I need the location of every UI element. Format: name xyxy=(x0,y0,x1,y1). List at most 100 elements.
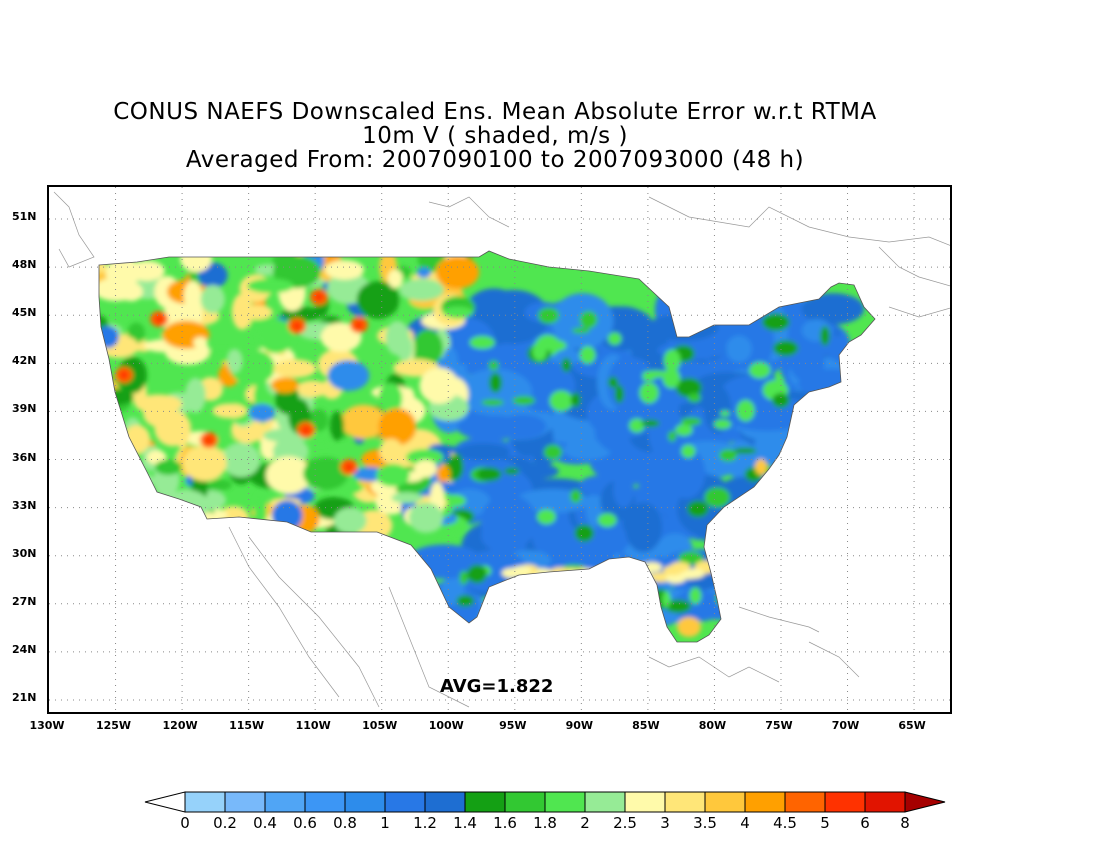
field-blob xyxy=(574,524,594,542)
field-blob xyxy=(675,424,693,437)
field-blob xyxy=(543,533,615,594)
colorbar-tick-label: 0.8 xyxy=(333,814,357,832)
field-blob xyxy=(684,568,705,579)
field-blob xyxy=(387,269,403,289)
field-blob xyxy=(631,570,652,581)
field-blob xyxy=(127,504,160,520)
field-blob xyxy=(678,551,704,565)
colorbar-tick-label: 3 xyxy=(660,814,670,832)
lon-tick-label: 105W xyxy=(362,719,398,732)
field-blob xyxy=(715,560,734,576)
field-blob xyxy=(571,327,590,334)
field-blob xyxy=(663,349,681,372)
field-blob xyxy=(787,462,840,484)
field-blob xyxy=(436,465,451,483)
field-blob xyxy=(456,443,510,461)
field-blob xyxy=(805,567,847,595)
field-blob xyxy=(529,572,550,583)
title-line-2: 10m V ( shaded, m/s ) xyxy=(362,123,628,149)
field-blob xyxy=(126,506,161,537)
lon-tick-label: 85W xyxy=(632,719,660,732)
lon-tick-label: 130W xyxy=(29,719,65,732)
field-blob xyxy=(108,502,129,518)
field-blob xyxy=(551,574,621,610)
field-blob xyxy=(614,385,624,404)
lat-tick-label: 42N xyxy=(12,354,37,368)
field-blob xyxy=(120,371,128,379)
field-blob xyxy=(457,415,526,441)
field-blob xyxy=(793,332,844,356)
colorbar xyxy=(144,791,946,813)
field-blob xyxy=(253,493,267,528)
field-blob xyxy=(800,540,810,558)
field-blob xyxy=(801,293,865,325)
field-blob xyxy=(511,565,532,576)
field-blob xyxy=(406,449,444,466)
field-blob xyxy=(542,339,567,352)
lon-tick-label: 110W xyxy=(295,719,331,732)
colorbar-cell xyxy=(864,791,906,813)
field-blob xyxy=(819,532,857,556)
colorbar-cell xyxy=(704,791,746,813)
field-blob xyxy=(273,359,317,378)
field-blob xyxy=(459,570,469,585)
field-blob xyxy=(666,294,716,322)
field-blob xyxy=(379,438,403,464)
field-blob xyxy=(127,472,154,489)
field-blob xyxy=(303,457,349,491)
field-blob xyxy=(736,399,755,422)
colorbar-tick-label: 2 xyxy=(580,814,590,832)
field-blob xyxy=(740,531,764,570)
field-blob xyxy=(378,382,403,415)
title-line-3: Averaged From: 2007090100 to 2007093000 … xyxy=(185,147,805,173)
field-blob xyxy=(488,360,499,371)
field-blob xyxy=(247,278,294,294)
field-blob xyxy=(642,373,656,382)
field-blob xyxy=(325,259,365,280)
field-blob xyxy=(115,501,163,512)
field-blob xyxy=(807,406,816,415)
colorbar-cell xyxy=(344,791,386,813)
field-blob xyxy=(719,410,730,417)
field-blob xyxy=(180,251,212,273)
colorbar-cell xyxy=(664,791,706,813)
field-blob xyxy=(271,377,299,393)
field-blob xyxy=(588,580,611,588)
field-blob xyxy=(378,408,417,446)
field-blob xyxy=(782,560,843,581)
colorbar-tick-label: 1.4 xyxy=(453,814,477,832)
colorbar-cell xyxy=(624,791,666,813)
field-blob xyxy=(570,489,582,504)
colorbar-cell xyxy=(544,791,586,813)
lon-tick-label: 70W xyxy=(831,719,860,732)
field-blob xyxy=(664,599,692,614)
colorbar-tick-label: 8 xyxy=(900,814,910,832)
field-blob xyxy=(689,587,702,605)
field-blob xyxy=(456,595,475,607)
field-blob xyxy=(648,405,685,460)
field-blob xyxy=(543,444,563,460)
colorbar-cell xyxy=(304,791,346,813)
field-blob xyxy=(265,456,311,495)
field-blob xyxy=(799,523,859,554)
field-blob xyxy=(99,461,127,484)
field-blob xyxy=(782,480,827,526)
field-blob xyxy=(412,329,443,367)
field-blob xyxy=(791,581,854,622)
colorbar-cell xyxy=(744,791,786,813)
field-blob xyxy=(309,409,329,432)
field-blob xyxy=(183,445,227,482)
colorbar-cell xyxy=(824,791,866,813)
field-blob xyxy=(193,336,208,349)
field-blob xyxy=(128,260,165,281)
field-blob xyxy=(806,474,868,492)
field-blob xyxy=(375,464,410,487)
field-blob xyxy=(112,481,152,502)
field-blob xyxy=(666,447,706,499)
field-blob xyxy=(123,424,151,454)
lon-tick-label: 75W xyxy=(765,719,793,732)
colorbar-cell xyxy=(264,791,306,813)
lat-tick-label: 27N xyxy=(12,594,37,608)
field-blob xyxy=(650,572,671,583)
field-blob xyxy=(794,479,818,501)
